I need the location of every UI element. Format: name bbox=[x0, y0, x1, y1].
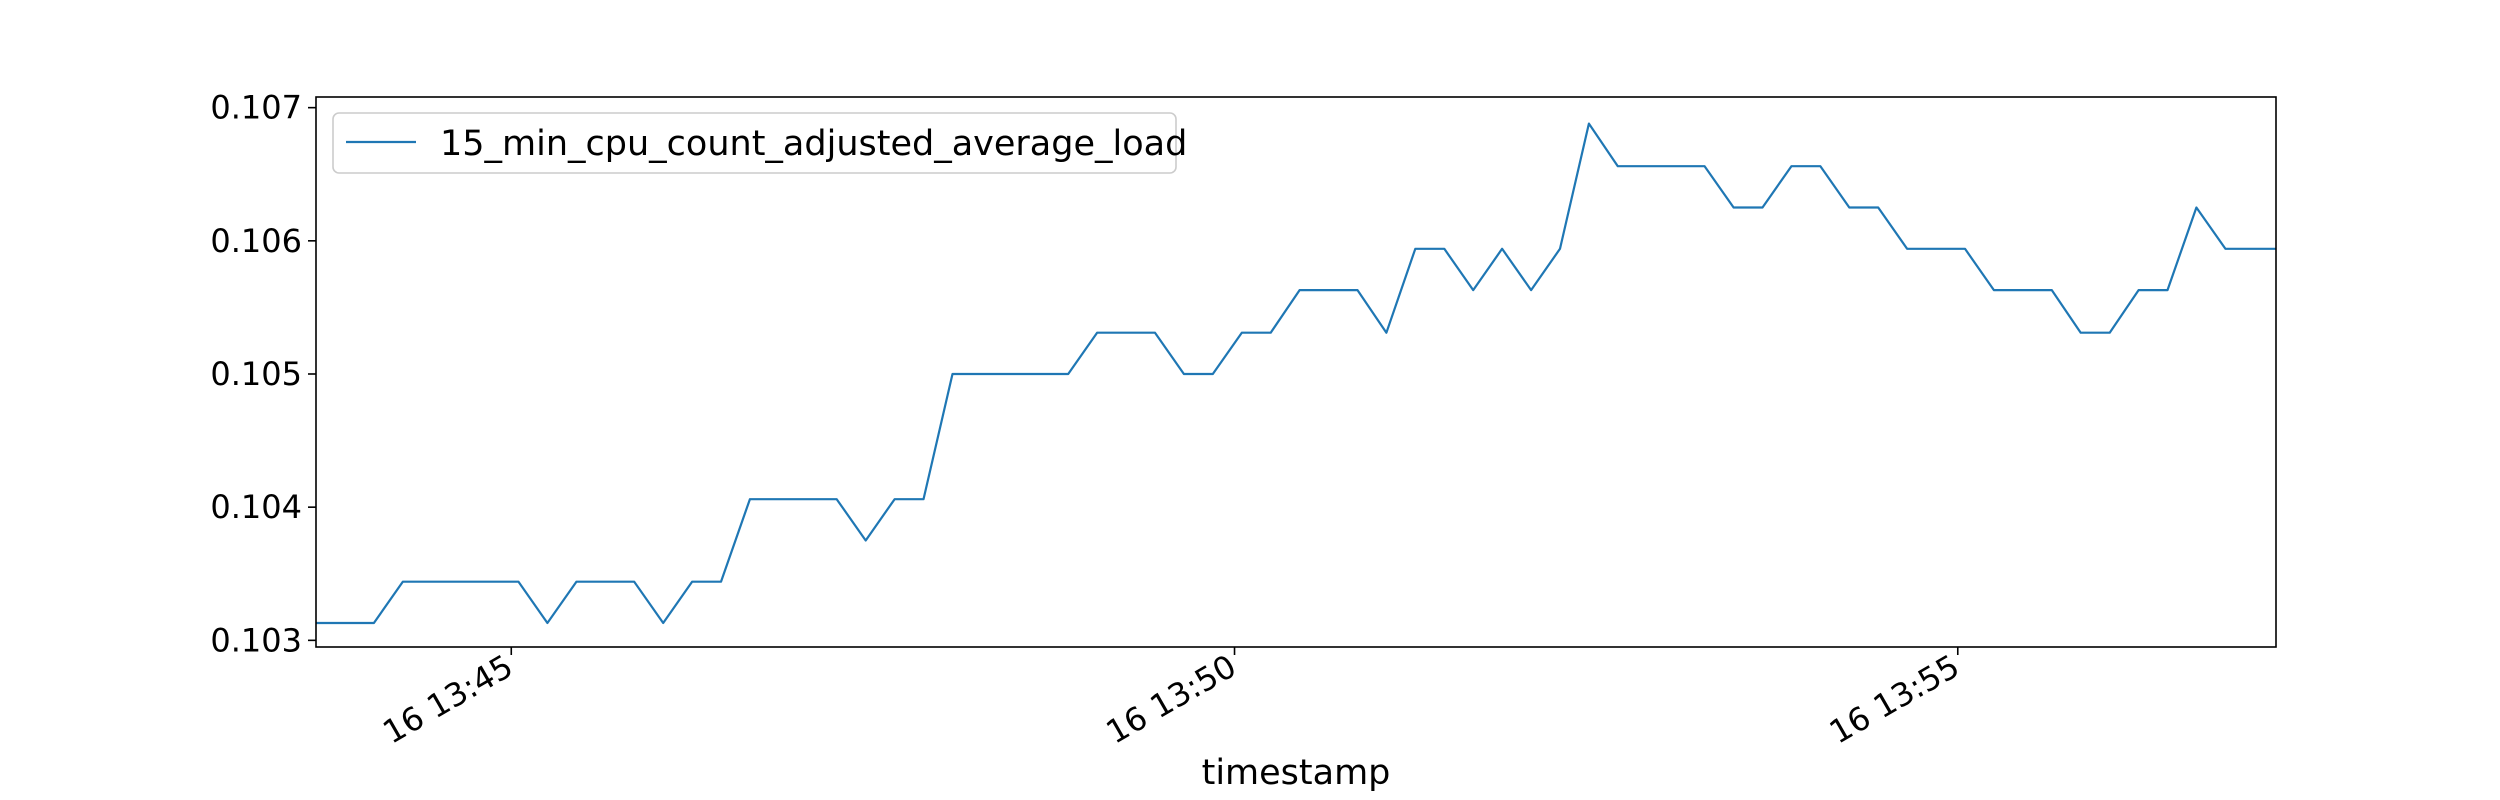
series-line bbox=[316, 122, 2276, 625]
plot-layer bbox=[316, 122, 2276, 625]
x-tick-label: 16 13:50 bbox=[1100, 647, 1243, 751]
x-tick-label: 16 13:45 bbox=[376, 647, 519, 751]
y-tick-label: 0.105 bbox=[210, 355, 302, 393]
legend: 15_min_cpu_count_adjusted_average_load bbox=[332, 112, 1187, 174]
x-tick-label: 16 13:55 bbox=[1823, 647, 1966, 751]
y-tick-label: 0.106 bbox=[210, 222, 302, 260]
legend-box bbox=[332, 112, 1177, 174]
x-axis: 16 13:45 16 13:50 16 13:55 bbox=[376, 647, 1966, 751]
y-tick-label: 0.103 bbox=[210, 621, 302, 659]
y-tick-label: 0.107 bbox=[210, 89, 302, 127]
y-axis: 0.103 0.104 0.105 0.106 0.107 bbox=[210, 89, 316, 659]
y-tick-label: 0.104 bbox=[210, 488, 302, 526]
legend-label: 15_min_cpu_count_adjusted_average_load bbox=[440, 124, 1187, 164]
plot-frame bbox=[315, 96, 2277, 648]
x-axis-title: timestamp bbox=[1202, 753, 1391, 793]
